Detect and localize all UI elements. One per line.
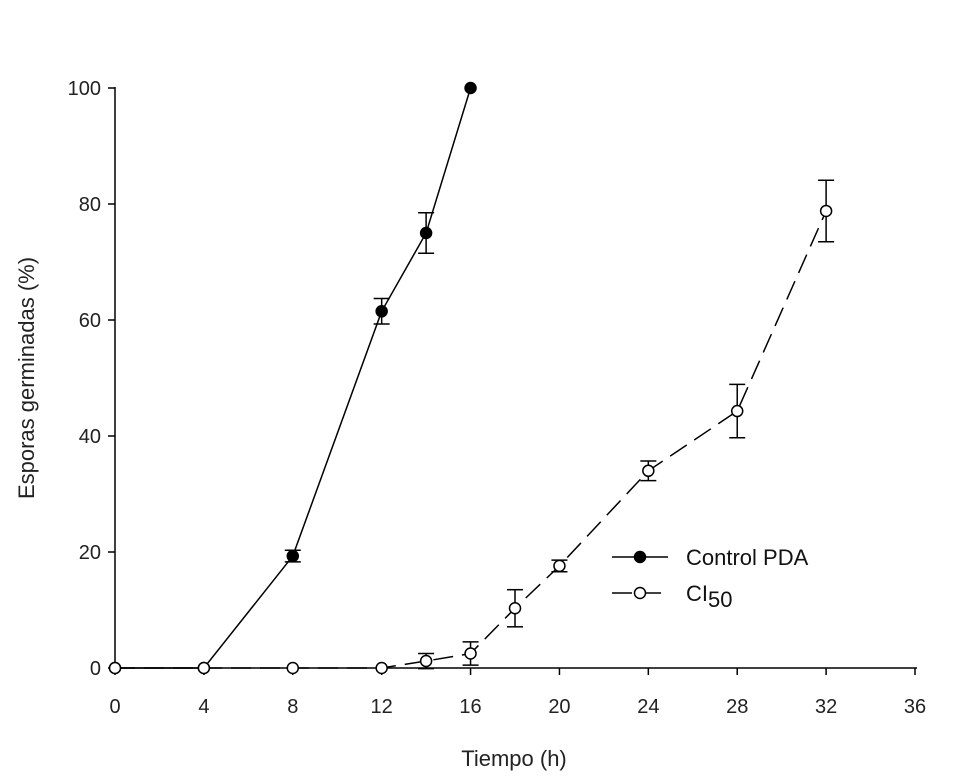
y-tick-label: 20	[79, 542, 101, 564]
data-point-ci50	[642, 464, 655, 478]
y-ticks: 0 20 40 60 80 100	[68, 78, 115, 680]
y-tick-label: 40	[79, 426, 101, 448]
y-tick-label: 80	[79, 194, 101, 216]
data-point-ci50	[464, 647, 477, 660]
data-point-control-pda	[375, 305, 388, 318]
axes: 0 4 8 12 16 20 24 28 32 36 0 20 40 60 80 100	[68, 78, 927, 718]
data-point-ci50	[108, 661, 122, 675]
legend-label-control-pda: Control PDA	[686, 545, 809, 570]
data-point-control-pda	[419, 226, 433, 240]
data-point-ci50	[553, 559, 566, 573]
y-tick-label: 60	[79, 310, 101, 332]
legend-marker-control-pda	[633, 550, 647, 564]
legend-label-ci50-main: CI	[686, 581, 708, 606]
data-point-ci50	[375, 661, 388, 675]
x-tick-label: 20	[548, 696, 570, 718]
x-tick-label: 36	[904, 696, 926, 718]
x-tick-label: 4	[198, 696, 209, 718]
legend-marker-ci50	[633, 586, 647, 600]
x-tick-label: 32	[815, 696, 837, 718]
x-tick-label: 28	[726, 696, 748, 718]
data-point-ci50	[286, 661, 300, 675]
x-tick-label: 16	[459, 696, 481, 718]
x-tick-label: 0	[109, 696, 120, 718]
data-point-ci50	[819, 204, 833, 218]
legend: Control PDA CI50	[612, 545, 809, 612]
y-tick-label: 100	[68, 78, 101, 100]
legend-item-control-pda: Control PDA	[612, 545, 809, 570]
legend-label-ci50-subscript: 50	[708, 587, 732, 612]
y-tick-label: 0	[90, 658, 101, 680]
data-point-ci50	[508, 602, 522, 615]
data-point-control-pda	[464, 81, 477, 95]
x-axis-title: Tiempo (h)	[461, 746, 567, 771]
data-point-ci50	[197, 661, 211, 675]
x-tick-label: 12	[371, 696, 393, 718]
x-tick-label: 24	[637, 696, 659, 718]
data-point-control-pda	[286, 549, 300, 563]
series-ci50	[108, 179, 835, 675]
x-ticks: 0 4 8 12 16 20 24 28 32 36	[109, 668, 926, 718]
plot-area	[108, 81, 835, 675]
data-point-ci50	[730, 404, 744, 418]
legend-item-ci50: CI50	[612, 581, 732, 612]
data-point-ci50	[419, 654, 433, 668]
series-line-control-pda	[115, 87, 472, 669]
y-axis-title: Esporas germinadas (%)	[14, 257, 39, 499]
x-tick-label: 8	[287, 696, 298, 718]
legend-label-ci50: CI50	[686, 581, 732, 612]
series-control-pda	[108, 81, 477, 675]
